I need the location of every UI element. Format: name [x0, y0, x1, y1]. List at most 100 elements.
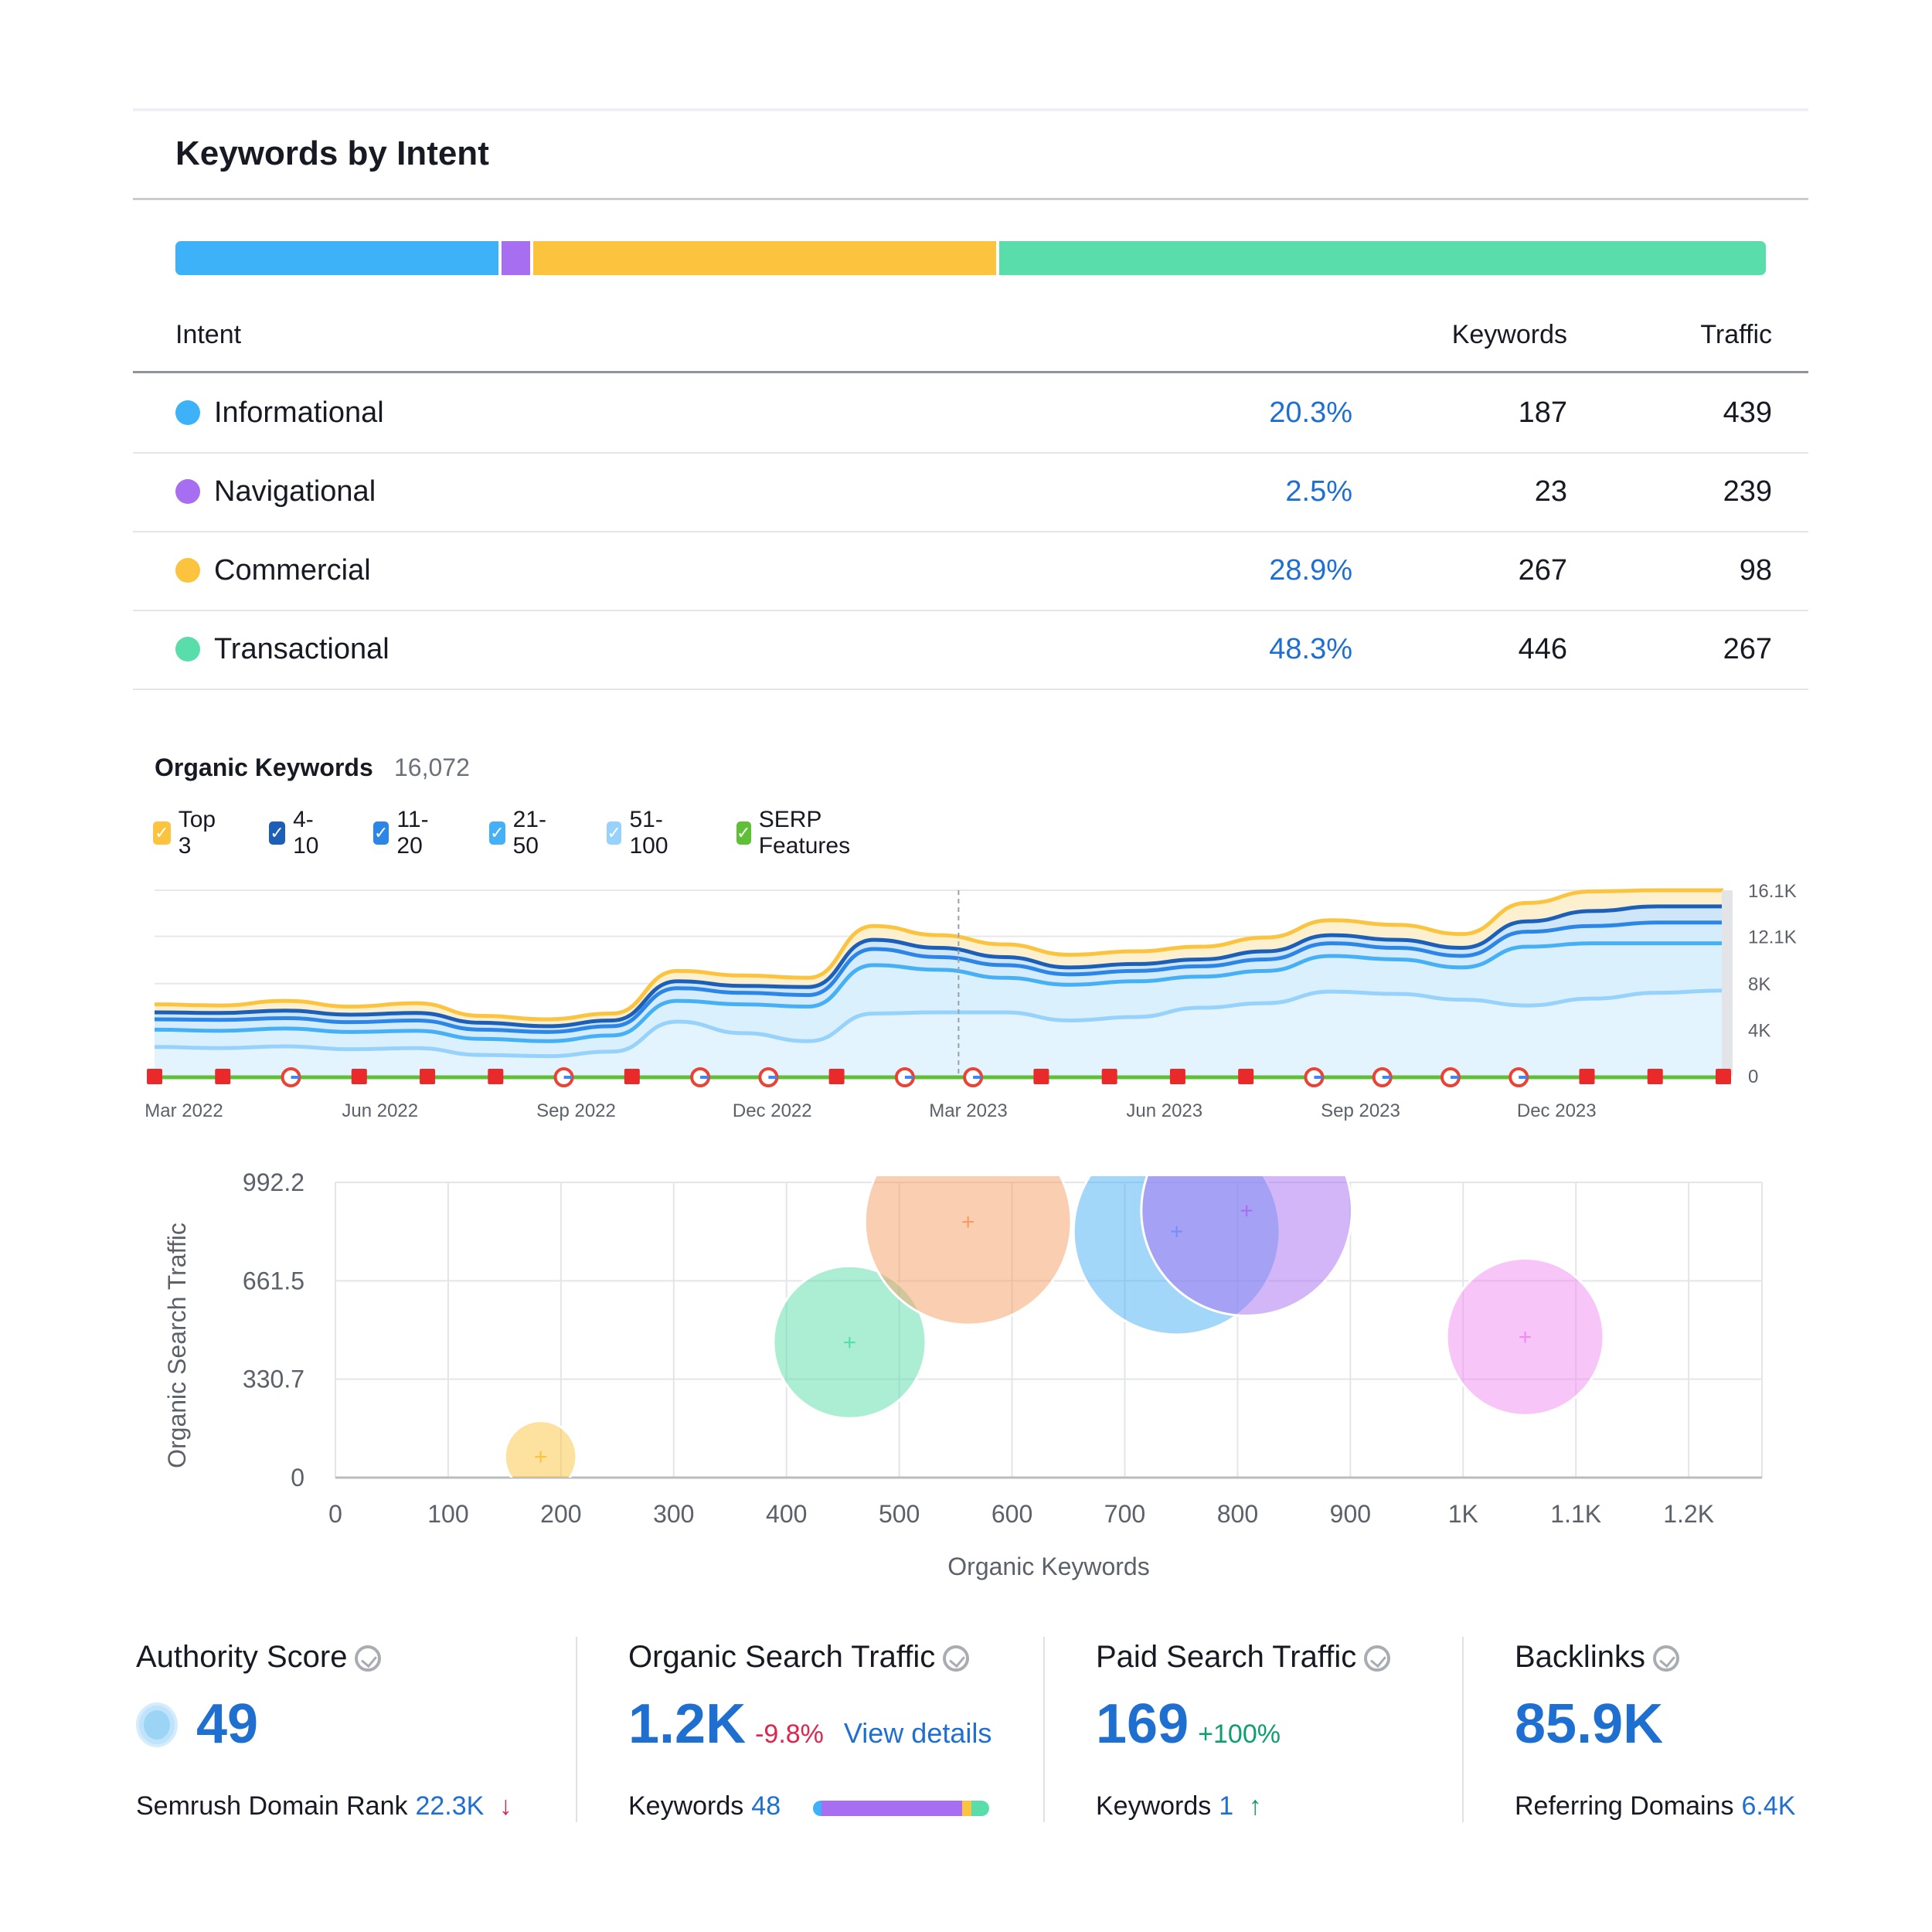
paid-keywords-value[interactable]: 1 [1219, 1791, 1234, 1821]
intent-bar-segment-commercial[interactable] [529, 241, 996, 275]
checkbox-checked-icon: ✓ [736, 821, 751, 845]
x-tick-label: Jun 2022 [342, 1100, 418, 1121]
checkbox-checked-icon: ✓ [607, 821, 622, 845]
legend-toggle-4-10[interactable]: ✓ 4-10 [269, 807, 325, 859]
google-update-marker-bar [1450, 1076, 1459, 1079]
x-tick-label: Sep 2023 [1321, 1100, 1400, 1121]
google-update-marker-bar [1382, 1076, 1391, 1079]
intent-name: Commercial [214, 554, 371, 587]
intent-bar-segment-transactional[interactable] [995, 241, 1766, 275]
intent-row-informational[interactable]: Informational 20.3% 187 439 [133, 373, 1808, 454]
intent-keywords: 267 [1518, 554, 1567, 587]
y-tick-label: 992.2 [243, 1168, 304, 1196]
flag-marker-icon [1716, 1069, 1731, 1084]
metric-value-row: 1.2K -9.8% View details [628, 1692, 992, 1756]
paid-traffic-value[interactable]: 169 [1096, 1693, 1189, 1755]
info-icon[interactable] [1652, 1645, 1679, 1672]
organic-keywords-title: Organic Keywords [155, 753, 373, 781]
flag-marker-icon [1238, 1069, 1254, 1084]
intent-keywords: 23 [1534, 475, 1567, 508]
checkbox-checked-icon: ✓ [373, 821, 389, 845]
organic-keywords-trend-chart[interactable]: 16.1K 12.1K 8K 4K 0 Mar 2022 Jun 2022 Sep 2022 D… [131, 873, 1816, 1128]
organic-traffic-value[interactable]: 1.2K [628, 1693, 747, 1755]
y-tick-label: 4K [1748, 1020, 1770, 1041]
keywords-column-header[interactable]: Keywords [1451, 320, 1567, 349]
legend-toggle-11-20[interactable]: ✓ 11-20 [373, 807, 436, 859]
series-line-11-20 [154, 920, 1723, 1034]
paid-keywords-label: Keywords [1096, 1791, 1212, 1821]
legend-label: 21-50 [512, 807, 546, 859]
info-icon[interactable] [943, 1645, 970, 1672]
intent-title: Keywords by Intent [175, 134, 489, 172]
transactional-dot-icon [175, 637, 200, 662]
arrow-down-icon: ↓ [498, 1791, 512, 1821]
organic-keywords-value[interactable]: 48 [751, 1791, 781, 1821]
view-details-link[interactable]: View details [843, 1717, 992, 1749]
metric-value-row: 169 +100% [1096, 1692, 1281, 1756]
keywords-by-intent-card: Keywords by Intent Intent Keywords Traff… [133, 108, 1808, 691]
legend-label: 51-100 [629, 807, 668, 859]
y-tick-label: 8K [1748, 975, 1770, 995]
info-icon[interactable] [355, 1645, 382, 1672]
legend-toggle-top3[interactable]: ✓ Top 3 [153, 807, 221, 859]
intent-column-header: Intent [175, 320, 242, 349]
legend-label: 4-10 [293, 807, 319, 859]
intent-percent: 48.3% [1269, 633, 1352, 665]
divider [133, 198, 1808, 200]
mini-bar-segment [821, 1801, 963, 1816]
backlinks-value[interactable]: 85.9K [1515, 1693, 1664, 1755]
intent-row-transactional[interactable]: Transactional 48.3% 446 267 [133, 610, 1808, 690]
intent-bar-segment-informational[interactable] [175, 241, 498, 275]
informational-dot-icon [175, 400, 200, 425]
metric-label: Organic Search Traffic [628, 1640, 970, 1675]
flag-marker-icon [624, 1069, 640, 1084]
referring-domains-label: Referring Domains [1515, 1791, 1734, 1821]
authority-score-label: Authority Score [136, 1640, 348, 1674]
intent-name: Navigational [214, 475, 376, 508]
bubble [503, 1420, 578, 1478]
metric-label: Backlinks [1515, 1640, 1679, 1675]
divider [576, 1637, 577, 1822]
google-update-marker-bar [700, 1076, 709, 1079]
legend-toggle-21-50[interactable]: ✓ 21-50 [489, 807, 553, 859]
google-update-marker-bar [973, 1076, 982, 1079]
traffic-column-header[interactable]: Traffic [1700, 320, 1772, 349]
intent-traffic: 267 [1723, 633, 1772, 665]
flag-marker-icon [420, 1069, 436, 1084]
x-tick-label: Sep 2022 [536, 1100, 616, 1121]
info-icon[interactable] [1364, 1645, 1391, 1672]
google-update-marker-bar [768, 1076, 777, 1079]
x-tick-label: 300 [653, 1500, 694, 1528]
legend-toggle-51-100[interactable]: ✓ 51-100 [607, 807, 676, 859]
y-tick-label: 16.1K [1748, 881, 1797, 902]
y-tick-label: 12.1K [1748, 927, 1797, 948]
flag-marker-icon [488, 1069, 504, 1084]
x-tick-label: 0 [328, 1500, 342, 1528]
legend-toggle-serp-features[interactable]: ✓ SERP Features [736, 807, 859, 859]
competitive-positioning-bubble-chart[interactable]: 0 100 200 300 400 500 600 700 800 900 1K 1.1K 1.2K 99… [147, 1151, 1801, 1600]
domain-rank-value[interactable]: 22.3K [415, 1791, 485, 1821]
paid-traffic-label: Paid Search Traffic [1096, 1640, 1357, 1674]
x-tick-label: Mar 2023 [929, 1100, 1007, 1121]
google-update-marker-bar [563, 1076, 573, 1079]
intent-row-navigational[interactable]: Navigational 2.5% 23 239 [133, 452, 1808, 532]
intent-bar-segment-navigational[interactable] [498, 241, 530, 275]
divider [133, 371, 1808, 373]
checkbox-checked-icon: ✓ [489, 821, 505, 845]
authority-score-value: 49 [196, 1693, 259, 1755]
metric-label: Paid Search Traffic [1096, 1640, 1391, 1675]
current-period-highlight [1722, 890, 1733, 1076]
bubble-center-plus-icon: + [843, 1330, 857, 1355]
x-tick-label: 900 [1330, 1500, 1371, 1528]
intent-distribution-bar[interactable] [175, 241, 1766, 275]
mini-bar-segment [971, 1801, 989, 1816]
intent-traffic: 98 [1739, 554, 1772, 587]
series-line-51-100 [154, 988, 1724, 1059]
checkbox-checked-icon: ✓ [153, 821, 171, 845]
intent-row-commercial[interactable]: Commercial 28.9% 267 98 [133, 531, 1808, 611]
arrow-up-icon: ↑ [1248, 1791, 1262, 1821]
referring-domains-value[interactable]: 6.4K [1741, 1791, 1796, 1821]
bubble-group: ++++++ [503, 1176, 1605, 1478]
metric-value-row: 85.9K [1515, 1692, 1663, 1756]
intent-keywords: 187 [1518, 396, 1567, 429]
